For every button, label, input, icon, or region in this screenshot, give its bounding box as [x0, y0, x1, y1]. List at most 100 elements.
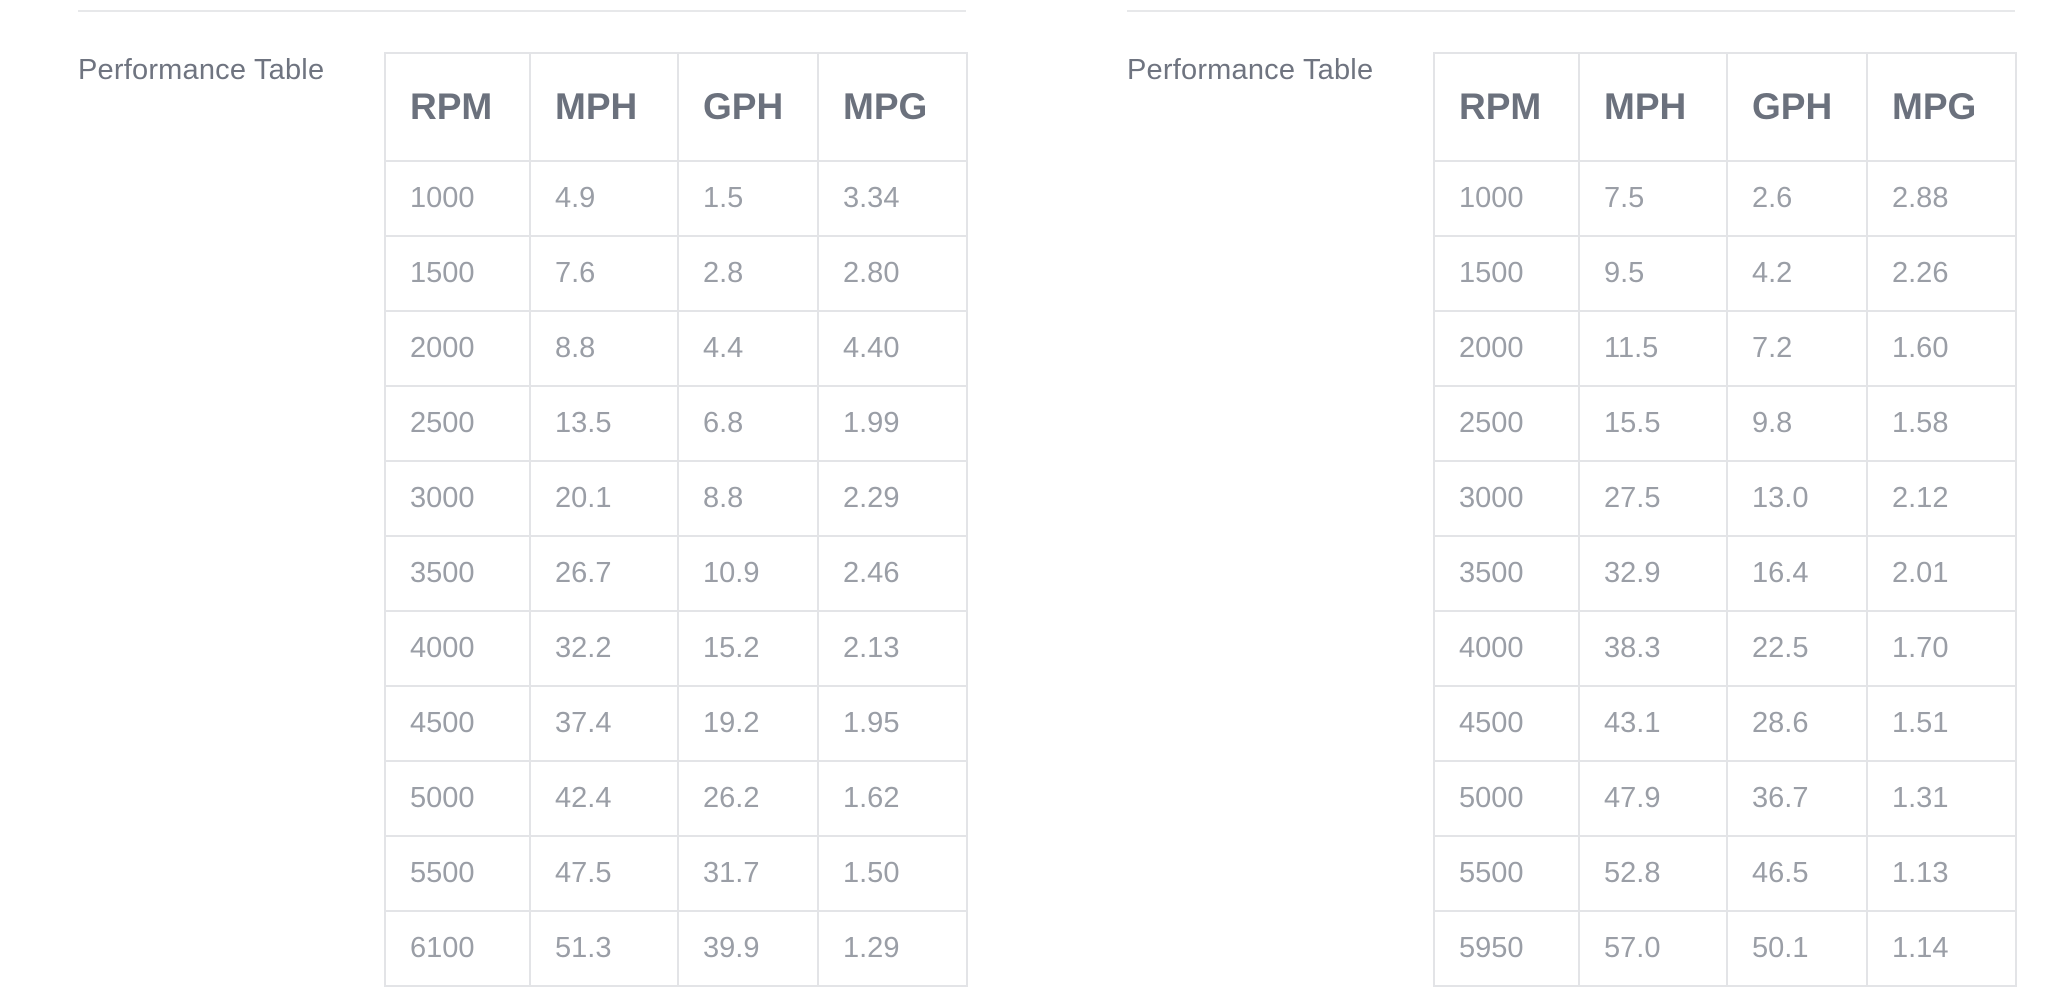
- section-label: Performance Table: [78, 54, 325, 86]
- cell-rpm: 1000: [1433, 160, 1580, 237]
- cell-mph: 42.4: [529, 760, 679, 837]
- cell-gph: 15.2: [677, 610, 819, 687]
- table-row: 4500 43.1 28.6 1.51: [1433, 685, 2017, 762]
- section-divider: [78, 10, 966, 12]
- column-header-mpg: MPG: [817, 52, 968, 162]
- cell-gph: 31.7: [677, 835, 819, 912]
- cell-mpg: 2.13: [817, 610, 968, 687]
- cell-gph: 13.0: [1726, 460, 1868, 537]
- table-row: 5000 42.4 26.2 1.62: [384, 760, 968, 837]
- cell-rpm: 5000: [1433, 760, 1580, 837]
- cell-rpm: 3500: [1433, 535, 1580, 612]
- cell-gph: 7.2: [1726, 310, 1868, 387]
- cell-rpm: 2500: [1433, 385, 1580, 462]
- cell-rpm: 1500: [1433, 235, 1580, 312]
- cell-gph: 2.6: [1726, 160, 1868, 237]
- table-row: 1000 7.5 2.6 2.88: [1433, 160, 2017, 237]
- table-row: 2000 8.8 4.4 4.40: [384, 310, 968, 387]
- cell-mph: 13.5: [529, 385, 679, 462]
- cell-mph: 4.9: [529, 160, 679, 237]
- cell-gph: 16.4: [1726, 535, 1868, 612]
- cell-rpm: 3000: [384, 460, 531, 537]
- cell-rpm: 5500: [384, 835, 531, 912]
- column-header-mph: MPH: [529, 52, 679, 162]
- cell-gph: 39.9: [677, 910, 819, 987]
- cell-mph: 52.8: [1578, 835, 1728, 912]
- cell-gph: 22.5: [1726, 610, 1868, 687]
- performance-table: RPM MPH GPH MPG 1000 4.9 1.5 3.34 1500 7.6 2.8…: [384, 52, 968, 987]
- cell-rpm: 4500: [1433, 685, 1580, 762]
- cell-mpg: 1.31: [1866, 760, 2017, 837]
- table-row: 5500 52.8 46.5 1.13: [1433, 835, 2017, 912]
- table-row: 5500 47.5 31.7 1.50: [384, 835, 968, 912]
- column-header-mph: MPH: [1578, 52, 1728, 162]
- table-row: 5000 47.9 36.7 1.31: [1433, 760, 2017, 837]
- cell-rpm: 4500: [384, 685, 531, 762]
- table-row: 5950 57.0 50.1 1.14: [1433, 910, 2017, 987]
- column-header-gph: GPH: [677, 52, 819, 162]
- cell-mph: 47.9: [1578, 760, 1728, 837]
- table-row: 3000 20.1 8.8 2.29: [384, 460, 968, 537]
- cell-mph: 11.5: [1578, 310, 1728, 387]
- cell-gph: 26.2: [677, 760, 819, 837]
- cell-mph: 7.5: [1578, 160, 1728, 237]
- cell-gph: 8.8: [677, 460, 819, 537]
- cell-mpg: 2.29: [817, 460, 968, 537]
- cell-mpg: 1.60: [1866, 310, 2017, 387]
- cell-gph: 36.7: [1726, 760, 1868, 837]
- cell-rpm: 4000: [384, 610, 531, 687]
- cell-mpg: 2.80: [817, 235, 968, 312]
- table-row: 4000 32.2 15.2 2.13: [384, 610, 968, 687]
- cell-gph: 2.8: [677, 235, 819, 312]
- cell-mpg: 1.50: [817, 835, 968, 912]
- cell-mph: 32.2: [529, 610, 679, 687]
- cell-mpg: 1.14: [1866, 910, 2017, 987]
- cell-mph: 37.4: [529, 685, 679, 762]
- cell-mph: 7.6: [529, 235, 679, 312]
- column-header-rpm: RPM: [1433, 52, 1580, 162]
- cell-mph: 8.8: [529, 310, 679, 387]
- table-row: 4500 37.4 19.2 1.95: [384, 685, 968, 762]
- section-label: Performance Table: [1127, 54, 1374, 86]
- cell-rpm: 6100: [384, 910, 531, 987]
- cell-gph: 1.5: [677, 160, 819, 237]
- table-row: 4000 38.3 22.5 1.70: [1433, 610, 2017, 687]
- cell-mph: 43.1: [1578, 685, 1728, 762]
- cell-mpg: 2.01: [1866, 535, 2017, 612]
- performance-panel-right: Performance Table RPM MPH GPH MPG 1000 7.…: [1127, 0, 2017, 1004]
- table-row: 3000 27.5 13.0 2.12: [1433, 460, 2017, 537]
- cell-rpm: 2500: [384, 385, 531, 462]
- cell-gph: 19.2: [677, 685, 819, 762]
- cell-mph: 9.5: [1578, 235, 1728, 312]
- cell-mpg: 2.88: [1866, 160, 2017, 237]
- table-row: 1000 4.9 1.5 3.34: [384, 160, 968, 237]
- cell-mpg: 1.99: [817, 385, 968, 462]
- table-header-row: RPM MPH GPH MPG: [1433, 52, 2017, 162]
- table-row: 2000 11.5 7.2 1.60: [1433, 310, 2017, 387]
- cell-gph: 9.8: [1726, 385, 1868, 462]
- cell-rpm: 2000: [1433, 310, 1580, 387]
- table-row: 1500 7.6 2.8 2.80: [384, 235, 968, 312]
- cell-rpm: 5500: [1433, 835, 1580, 912]
- cell-rpm: 1500: [384, 235, 531, 312]
- cell-mph: 32.9: [1578, 535, 1728, 612]
- cell-rpm: 5950: [1433, 910, 1580, 987]
- cell-mph: 38.3: [1578, 610, 1728, 687]
- cell-mph: 26.7: [529, 535, 679, 612]
- column-header-mpg: MPG: [1866, 52, 2017, 162]
- cell-gph: 6.8: [677, 385, 819, 462]
- cell-mph: 15.5: [1578, 385, 1728, 462]
- cell-gph: 28.6: [1726, 685, 1868, 762]
- table-row: 6100 51.3 39.9 1.29: [384, 910, 968, 987]
- cell-mph: 57.0: [1578, 910, 1728, 987]
- cell-mpg: 1.58: [1866, 385, 2017, 462]
- cell-mpg: 1.70: [1866, 610, 2017, 687]
- cell-mph: 20.1: [529, 460, 679, 537]
- table-row: 2500 15.5 9.8 1.58: [1433, 385, 2017, 462]
- cell-mph: 27.5: [1578, 460, 1728, 537]
- cell-mpg: 3.34: [817, 160, 968, 237]
- cell-rpm: 4000: [1433, 610, 1580, 687]
- cell-gph: 4.4: [677, 310, 819, 387]
- performance-table: RPM MPH GPH MPG 1000 7.5 2.6 2.88 1500 9.5 4.2…: [1433, 52, 2017, 987]
- cell-rpm: 5000: [384, 760, 531, 837]
